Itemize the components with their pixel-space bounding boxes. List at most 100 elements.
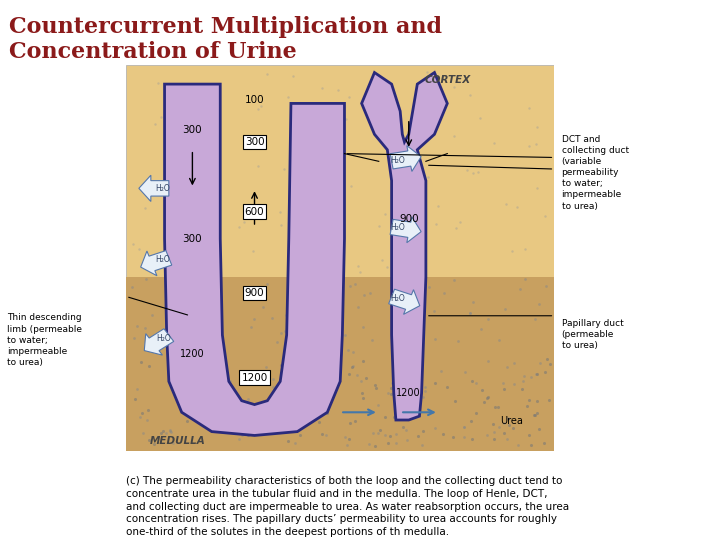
Point	[275, 360, 287, 369]
Point	[310, 159, 321, 167]
Point	[544, 360, 556, 368]
Point	[379, 431, 391, 440]
Text: H₂O: H₂O	[155, 184, 170, 193]
Point	[352, 303, 364, 312]
Point	[503, 421, 514, 429]
Point	[164, 427, 176, 435]
Point	[519, 274, 531, 283]
Text: H₂O: H₂O	[390, 224, 405, 232]
Point	[140, 323, 151, 332]
Text: 300: 300	[245, 137, 264, 147]
Point	[360, 374, 372, 382]
Point	[164, 426, 176, 434]
Point	[449, 83, 460, 92]
Point	[534, 425, 545, 434]
Point	[441, 383, 453, 391]
Point	[382, 262, 393, 271]
Point	[253, 105, 264, 113]
Point	[202, 168, 213, 177]
Point	[447, 433, 459, 441]
Point	[214, 154, 225, 163]
Point	[219, 350, 230, 359]
Point	[247, 205, 258, 213]
Point	[501, 435, 513, 444]
Text: 1200: 1200	[241, 373, 268, 382]
Point	[390, 369, 402, 377]
Point	[432, 201, 444, 210]
Point	[167, 438, 179, 447]
Point	[192, 331, 204, 340]
Point	[248, 315, 259, 323]
Point	[398, 365, 410, 374]
Point	[157, 427, 168, 435]
Point	[379, 413, 390, 422]
Point	[284, 423, 296, 432]
Text: Thin descending
limb (permeable
to water;
impermeable
to urea): Thin descending limb (permeable to water…	[7, 314, 82, 367]
Point	[501, 362, 513, 371]
Point	[448, 275, 459, 284]
Polygon shape	[390, 146, 421, 171]
Text: H₂O: H₂O	[156, 334, 171, 343]
Point	[422, 172, 433, 181]
Point	[452, 336, 464, 345]
Point	[248, 425, 260, 434]
Point	[531, 184, 543, 192]
Point	[208, 220, 220, 228]
Point	[415, 333, 426, 342]
Point	[493, 423, 505, 431]
Point	[166, 231, 177, 239]
Point	[376, 76, 387, 85]
Point	[243, 211, 254, 219]
Text: H₂O: H₂O	[390, 294, 405, 303]
Point	[502, 415, 513, 424]
Point	[343, 93, 354, 102]
Point	[412, 431, 423, 440]
Point	[182, 401, 194, 409]
Point	[156, 259, 167, 267]
Point	[530, 139, 541, 148]
Point	[193, 400, 204, 409]
Point	[204, 411, 215, 420]
Point	[372, 429, 384, 437]
Point	[364, 289, 375, 298]
Polygon shape	[361, 72, 447, 420]
Point	[138, 428, 149, 437]
Point	[184, 144, 195, 153]
Point	[525, 441, 536, 449]
Point	[243, 395, 254, 403]
Point	[472, 167, 484, 176]
Point	[464, 91, 475, 99]
Point	[370, 384, 382, 393]
Point	[477, 386, 488, 394]
Point	[287, 289, 298, 298]
Polygon shape	[139, 175, 168, 201]
Point	[261, 279, 273, 288]
Point	[192, 345, 204, 354]
Point	[369, 441, 381, 450]
Point	[271, 338, 283, 347]
Point	[459, 368, 471, 376]
Point	[259, 373, 271, 382]
Point	[256, 102, 267, 110]
Point	[385, 390, 397, 399]
Point	[181, 416, 192, 425]
Point	[218, 359, 230, 368]
Point	[506, 246, 518, 255]
Point	[238, 218, 250, 226]
Point	[279, 327, 290, 335]
Point	[389, 400, 400, 409]
Point	[390, 395, 401, 403]
Point	[420, 387, 431, 395]
Point	[349, 279, 361, 288]
Point	[488, 138, 500, 147]
Point	[508, 359, 519, 367]
Point	[156, 113, 167, 122]
Point	[532, 408, 544, 417]
Point	[423, 283, 435, 292]
Point	[417, 393, 428, 402]
Point	[306, 264, 318, 272]
Point	[377, 87, 388, 96]
Point	[282, 388, 294, 397]
Point	[358, 323, 369, 332]
Point	[462, 166, 473, 175]
